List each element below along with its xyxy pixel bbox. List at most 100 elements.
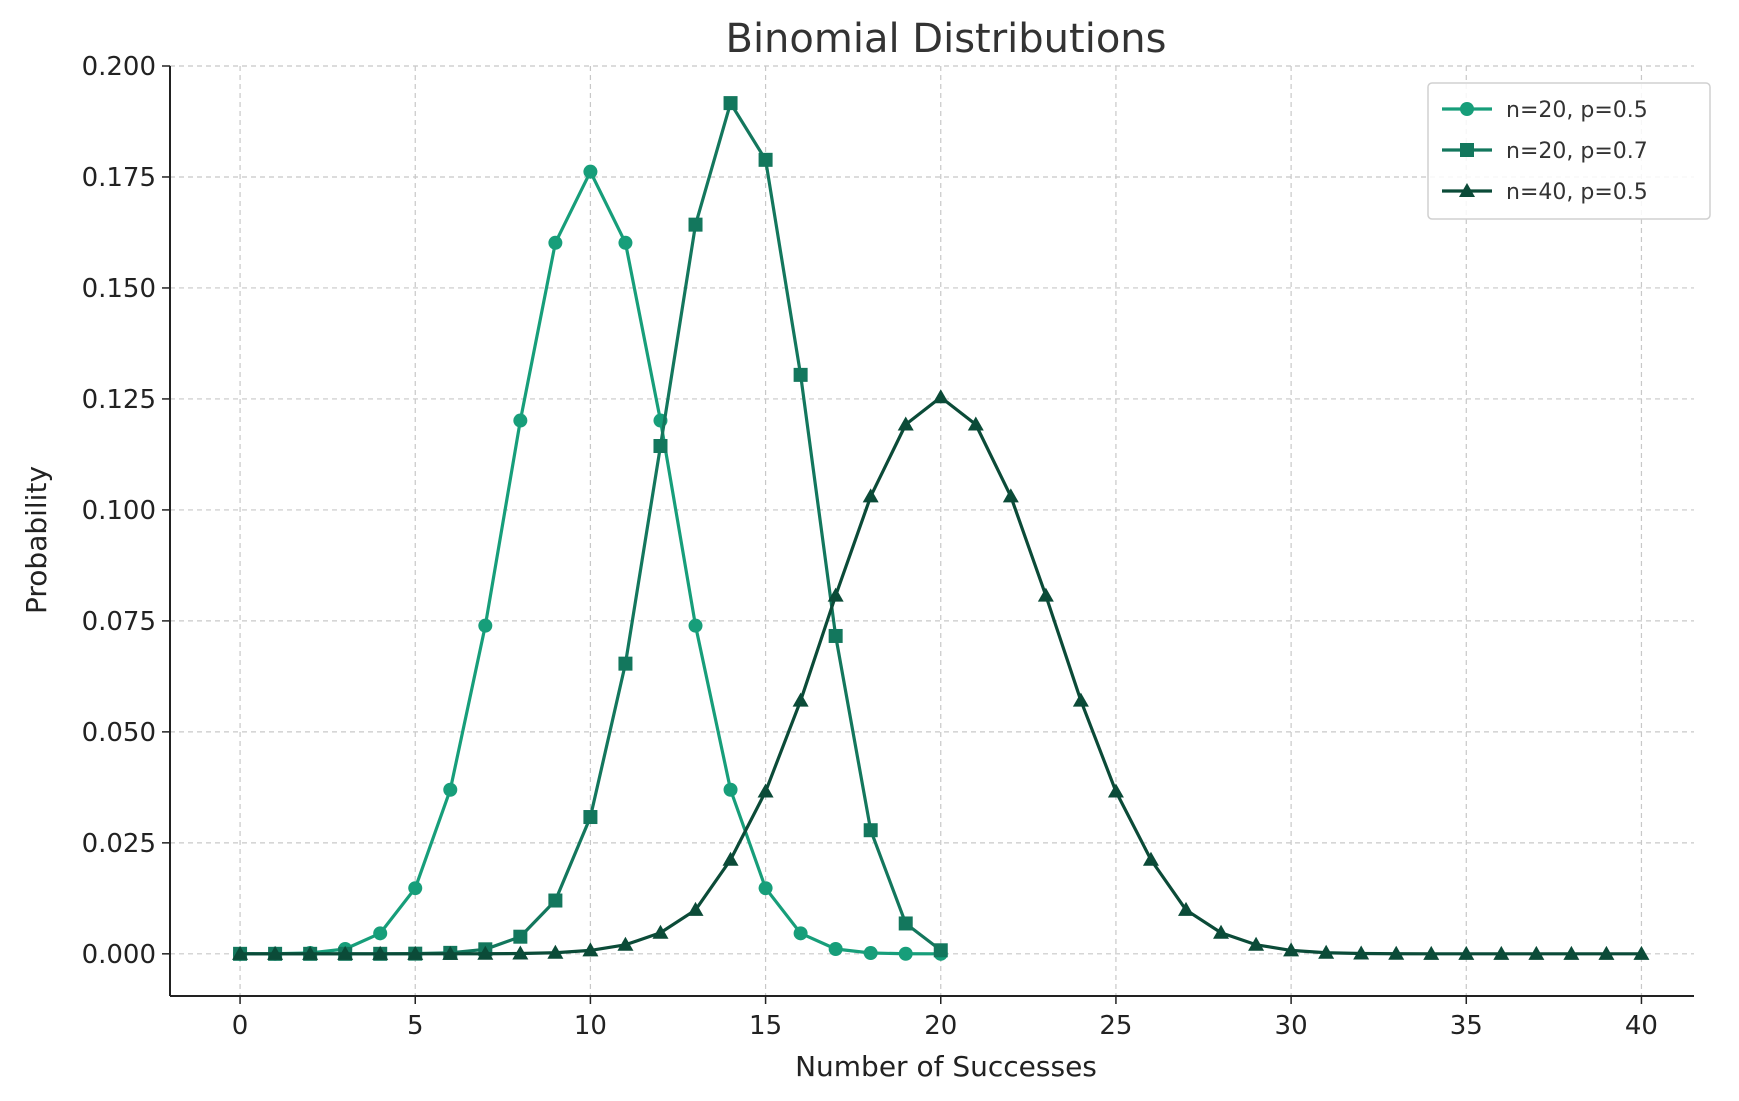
x-tick-label: 10 <box>574 1011 607 1041</box>
data-point <box>1072 692 1089 707</box>
data-point <box>897 416 914 431</box>
data-point <box>863 823 878 838</box>
series-3 <box>232 389 1650 960</box>
data-point <box>898 946 913 961</box>
data-point <box>267 945 284 960</box>
data-point <box>547 944 564 959</box>
data-point <box>758 881 773 896</box>
data-point <box>443 782 458 797</box>
data-point <box>372 945 389 960</box>
data-point <box>477 945 494 960</box>
legend-box <box>1427 82 1711 220</box>
data-point <box>1248 936 1265 951</box>
data-point <box>827 587 844 602</box>
data-point <box>513 929 528 944</box>
data-point <box>478 618 493 633</box>
data-point <box>513 413 528 428</box>
y-tick-label: 0.025 <box>82 829 156 859</box>
data-point <box>407 945 424 960</box>
data-point <box>792 692 809 707</box>
data-point <box>1107 783 1124 798</box>
x-tick-label: 5 <box>407 1011 424 1041</box>
data-point <box>793 926 808 941</box>
x-tick-label: 30 <box>1275 1011 1308 1041</box>
data-point <box>862 488 879 503</box>
data-point <box>408 881 423 896</box>
y-tick-label: 0.050 <box>82 718 156 748</box>
x-tick-label: 20 <box>924 1011 957 1041</box>
data-point <box>1213 924 1230 939</box>
y-tick-label: 0.200 <box>82 52 156 82</box>
y-tick-label: 0.175 <box>82 163 156 193</box>
y-tick-label: 0.150 <box>82 274 156 304</box>
data-point <box>723 782 738 797</box>
axes <box>169 66 1694 997</box>
data-point <box>652 924 669 939</box>
x-ticks: 0 5 10 15 20 25 30 35 40 <box>232 996 1658 1041</box>
data-point <box>618 656 633 671</box>
data-point <box>302 945 319 960</box>
data-point <box>1563 945 1580 960</box>
data-point <box>1283 942 1300 957</box>
data-point <box>548 235 563 250</box>
y-axis-label: Probability <box>20 466 53 614</box>
legend-item-3: n=40, p=0.5 <box>1442 180 1648 205</box>
chart-title: Binomial Distributions <box>726 16 1167 62</box>
y-tick-label: 0.075 <box>82 607 156 637</box>
data-point <box>688 618 703 633</box>
data-point <box>1423 945 1440 960</box>
x-tick-label: 15 <box>749 1011 782 1041</box>
legend: n=20, p=0.5 n=20, p=0.7 n=40, p=0.5 <box>1427 82 1711 220</box>
data-point <box>1178 901 1194 916</box>
data-point <box>1458 945 1475 960</box>
data-point <box>933 943 948 958</box>
data-point <box>1598 945 1615 960</box>
legend-marker <box>1460 102 1474 116</box>
x-tick-label: 35 <box>1450 1011 1483 1041</box>
data-point <box>1002 488 1019 503</box>
legend-label: n=20, p=0.7 <box>1506 139 1648 164</box>
data-point <box>442 945 459 960</box>
data-point <box>1388 945 1405 960</box>
legend-marker <box>1460 143 1474 157</box>
y-tick-label: 0.125 <box>82 385 156 415</box>
data-point <box>1528 945 1545 960</box>
y-tick-label: 0.100 <box>82 496 156 526</box>
data-point <box>618 235 633 250</box>
legend-label: n=20, p=0.5 <box>1506 98 1648 123</box>
x-tick-label: 40 <box>1625 1011 1658 1041</box>
legend-label: n=40, p=0.5 <box>1506 180 1648 205</box>
data-point <box>723 96 738 111</box>
legend-marker <box>1459 183 1475 197</box>
data-point <box>337 945 354 960</box>
series-group <box>232 96 1650 961</box>
data-point <box>232 945 249 960</box>
y-tick-label: 0.000 <box>82 940 156 970</box>
data-point <box>687 901 704 916</box>
data-point <box>653 439 668 454</box>
x-tick-label: 25 <box>1099 1011 1132 1041</box>
x-tick-label: 0 <box>232 1011 249 1041</box>
data-point <box>512 945 529 960</box>
data-point <box>1493 945 1510 960</box>
data-point <box>617 936 634 951</box>
data-point <box>863 946 878 961</box>
data-point <box>548 893 563 908</box>
y-ticks: 0.000 0.025 0.050 0.075 0.100 0.125 0.150 0.175… <box>82 52 170 970</box>
data-point <box>688 217 703 232</box>
data-point <box>373 926 388 941</box>
data-point <box>1142 851 1159 866</box>
data-point <box>758 152 773 167</box>
data-point <box>967 416 984 431</box>
data-point <box>1633 945 1650 960</box>
data-point <box>828 942 843 957</box>
data-point <box>1353 945 1370 960</box>
data-point <box>757 783 774 798</box>
data-point <box>1037 587 1054 602</box>
data-point <box>583 810 598 825</box>
data-point <box>898 916 913 931</box>
legend-item-2: n=20, p=0.7 <box>1442 139 1648 164</box>
data-point <box>582 942 599 957</box>
legend-item-1: n=20, p=0.5 <box>1442 98 1648 123</box>
